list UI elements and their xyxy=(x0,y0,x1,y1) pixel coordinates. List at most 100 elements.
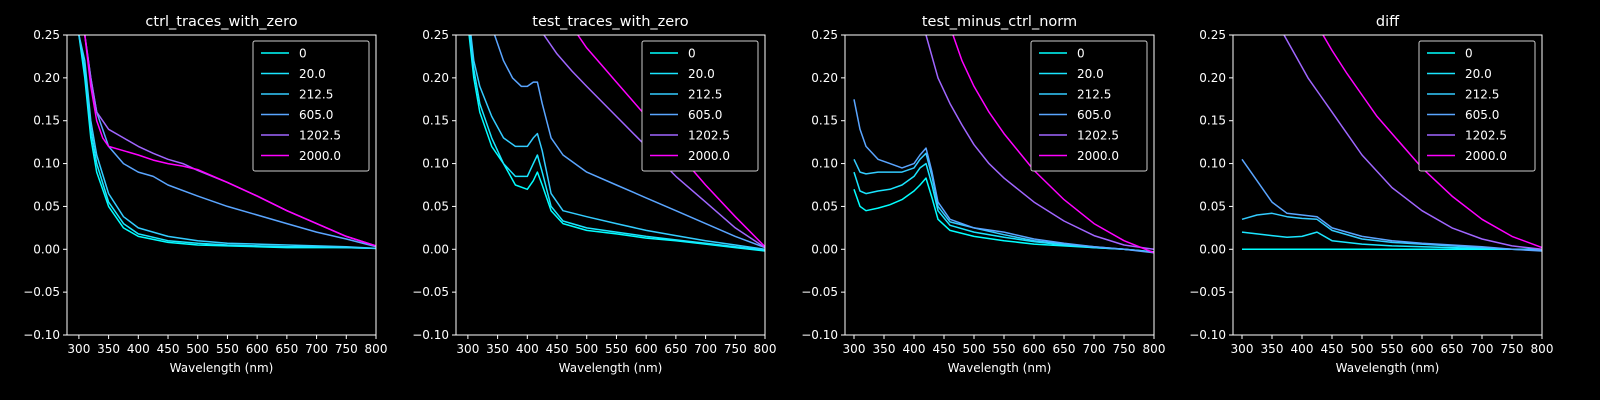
x-tick-label: 300 xyxy=(843,342,866,356)
legend-entry-label: 2000.0 xyxy=(1465,149,1507,163)
x-tick-label: 450 xyxy=(546,342,569,356)
subplot-2: 300 350 400 450 500 550 600 650 700 750 800 0.25 0.2… xyxy=(412,14,776,375)
y-tick-label: −0.10 xyxy=(412,328,449,342)
y-tick-label: 0.15 xyxy=(1199,114,1226,128)
x-tick-label: 700 xyxy=(1083,342,1106,356)
legend-entry-label: 2000.0 xyxy=(1077,149,1119,163)
x-tick-label: 650 xyxy=(1441,342,1464,356)
x-axis-label: Wavelength (nm) xyxy=(948,361,1052,375)
x-tick-label: 650 xyxy=(275,342,298,356)
y-tick-label: 0.10 xyxy=(33,157,60,171)
x-tick-label: 300 xyxy=(67,342,90,356)
y-tick-label: −0.05 xyxy=(801,285,838,299)
x-tick-label: 600 xyxy=(246,342,269,356)
series-line-1 xyxy=(853,162,1154,253)
chart-title: test_minus_ctrl_norm xyxy=(922,14,1077,30)
x-tick-label: 750 xyxy=(1501,342,1524,356)
legend-entry-label: 605.0 xyxy=(688,108,722,122)
y-tick-label: −0.10 xyxy=(1189,328,1226,342)
y-tick-label: 0.05 xyxy=(422,199,449,213)
legend: 0 20.0 212.5 605.0 1202.5 2000.0 xyxy=(1418,40,1536,172)
x-tick-label: 800 xyxy=(754,342,777,356)
y-tick-label: 0.20 xyxy=(33,71,60,85)
x-tick-label: 400 xyxy=(903,342,926,356)
y-tick-label: 0.25 xyxy=(1199,28,1226,42)
x-tick-label: 750 xyxy=(724,342,747,356)
legend-entry-label: 0 xyxy=(1077,47,1085,61)
series-line-5 xyxy=(952,35,1154,254)
legend-entry-label: 212.5 xyxy=(688,88,722,102)
y-tick-label: −0.05 xyxy=(1189,285,1226,299)
chart-title: test_traces_with_zero xyxy=(532,14,689,30)
x-tick-label: 350 xyxy=(1261,342,1284,356)
subplot-3: 300 350 400 450 500 550 600 650 700 750 800 0.25 0.2… xyxy=(801,14,1165,375)
legend-entry-label: 1202.5 xyxy=(299,129,341,143)
legend: 0 20.0 212.5 605.0 1202.5 2000.0 xyxy=(1030,40,1148,172)
legend-entry-label: 20.0 xyxy=(1077,67,1104,81)
chart-title: diff xyxy=(1376,14,1400,30)
legend-entry-label: 2000.0 xyxy=(299,149,341,163)
series-line-2 xyxy=(853,152,1154,253)
x-tick-label: 400 xyxy=(516,342,539,356)
x-tick-label: 600 xyxy=(1023,342,1046,356)
y-tick-label: 0.05 xyxy=(811,199,838,213)
x-tick-label: 300 xyxy=(456,342,479,356)
x-tick-label: 550 xyxy=(993,342,1016,356)
series-line-0 xyxy=(468,35,765,252)
x-tick-label: 700 xyxy=(694,342,717,356)
y-tick-label: 0.20 xyxy=(1199,71,1226,85)
y-tick-label: 0.15 xyxy=(811,114,838,128)
x-tick-label: 500 xyxy=(186,342,209,356)
series-line-1 xyxy=(1241,231,1542,251)
y-tick-label: 0.05 xyxy=(1199,199,1226,213)
y-tick-label: 0.00 xyxy=(1199,242,1226,256)
x-tick-label: 450 xyxy=(933,342,956,356)
series-group xyxy=(1241,35,1542,252)
y-tick-label: 0.05 xyxy=(33,199,60,213)
x-tick-label: 350 xyxy=(873,342,896,356)
x-axis-label: Wavelength (nm) xyxy=(170,361,274,375)
y-tick-label: 0.10 xyxy=(811,157,838,171)
x-tick-label: 550 xyxy=(605,342,628,356)
x-tick-label: 750 xyxy=(1113,342,1136,356)
x-tick-label: 300 xyxy=(1231,342,1254,356)
series-group xyxy=(78,35,376,250)
x-tick-label: 450 xyxy=(1321,342,1344,356)
legend-entry-label: 20.0 xyxy=(299,67,326,81)
x-tick-label: 550 xyxy=(1381,342,1404,356)
axes-frame xyxy=(455,34,766,336)
series-line-2 xyxy=(78,35,376,250)
series-line-1 xyxy=(468,35,765,251)
series-line-2 xyxy=(470,35,765,251)
x-axis-label: Wavelength (nm) xyxy=(1336,361,1440,375)
series-line-2 xyxy=(1241,212,1542,251)
axes-frame xyxy=(844,34,1155,336)
x-tick-label: 600 xyxy=(635,342,658,356)
x-tick-label: 600 xyxy=(1411,342,1434,356)
x-tick-label: 650 xyxy=(1053,342,1076,356)
axes-frame xyxy=(1232,34,1543,336)
chart-title: ctrl_traces_with_zero xyxy=(145,14,297,30)
legend: 0 20.0 212.5 605.0 1202.5 2000.0 xyxy=(252,40,370,172)
x-tick-label: 800 xyxy=(1531,342,1554,356)
x-tick-label: 500 xyxy=(963,342,986,356)
y-tick-label: −0.10 xyxy=(23,328,60,342)
x-tick-label: 550 xyxy=(216,342,239,356)
series-group xyxy=(853,35,1154,254)
legend-entry-label: 0 xyxy=(299,47,307,61)
legend: 0 20.0 212.5 605.0 1202.5 2000.0 xyxy=(641,40,759,172)
legend-entry-label: 212.5 xyxy=(299,88,333,102)
x-tick-label: 500 xyxy=(1351,342,1374,356)
y-tick-label: 0.20 xyxy=(811,71,838,85)
legend-entry-label: 20.0 xyxy=(688,67,715,81)
y-tick-label: −0.05 xyxy=(412,285,449,299)
series-line-3 xyxy=(853,99,1154,254)
x-tick-label: 700 xyxy=(1471,342,1494,356)
x-tick-label: 700 xyxy=(305,342,328,356)
legend-entry-label: 605.0 xyxy=(1077,108,1111,122)
series-line-3 xyxy=(84,35,376,248)
subplot-1: 300 350 400 450 500 550 600 650 700 750 800 0.25 0.2… xyxy=(23,14,387,375)
series-line-4 xyxy=(543,35,765,249)
series-line-5 xyxy=(1322,35,1542,249)
